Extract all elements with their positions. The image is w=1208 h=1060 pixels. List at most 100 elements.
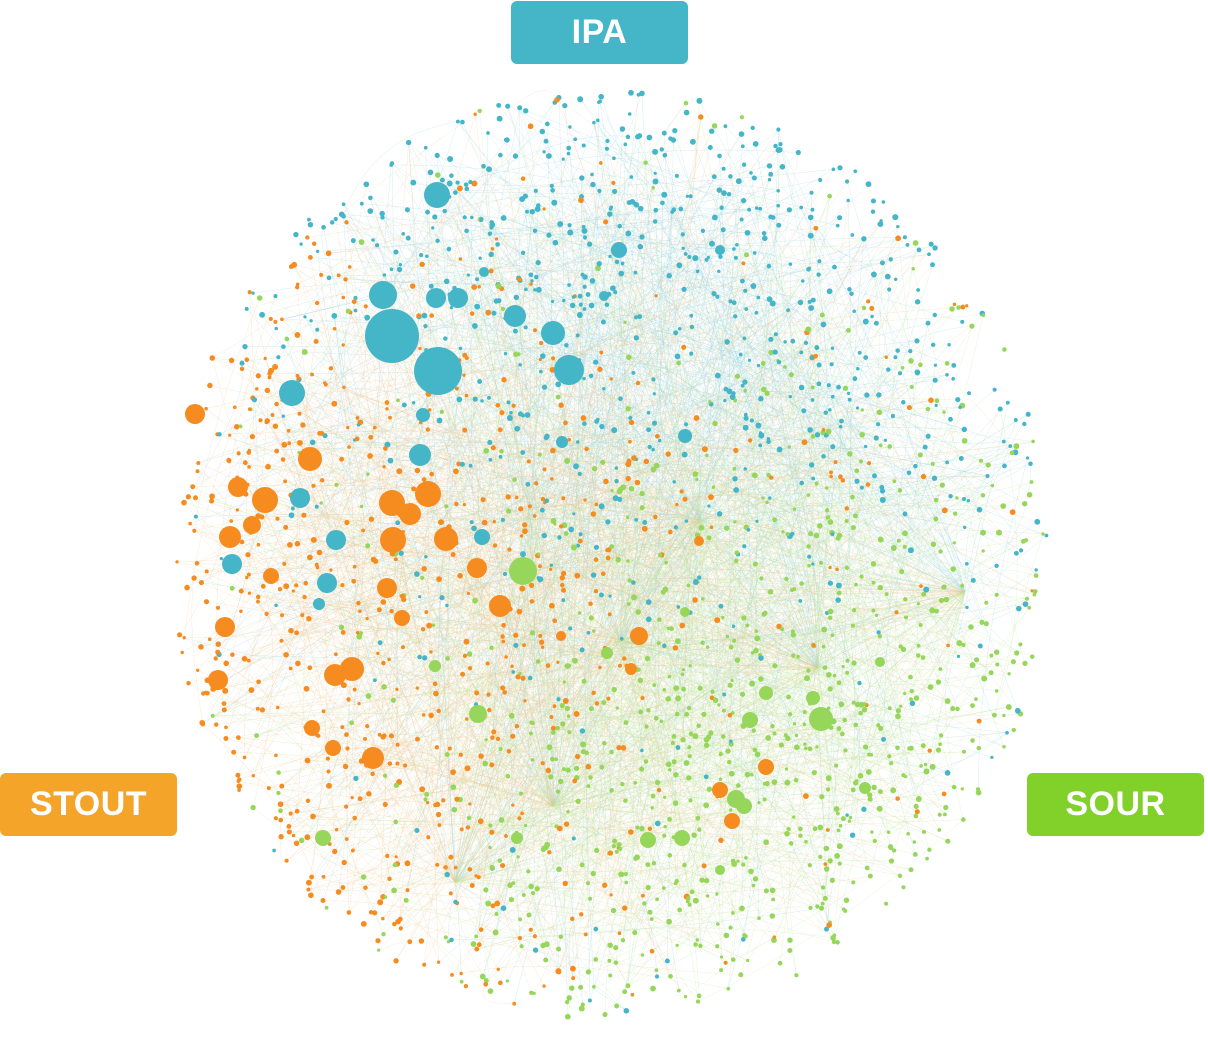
network-node bbox=[632, 930, 638, 936]
network-node bbox=[341, 213, 346, 219]
hub-node-ipa bbox=[474, 529, 490, 545]
network-node bbox=[382, 446, 388, 451]
network-node bbox=[385, 407, 389, 411]
network-node bbox=[738, 972, 744, 978]
network-node bbox=[511, 881, 516, 886]
network-node bbox=[884, 273, 891, 280]
network-node bbox=[818, 854, 823, 860]
network-node bbox=[664, 560, 668, 565]
network-node bbox=[777, 960, 783, 966]
network-node bbox=[567, 223, 572, 228]
network-node bbox=[480, 497, 486, 503]
network-node bbox=[597, 188, 602, 194]
network-node bbox=[299, 242, 303, 246]
network-node bbox=[245, 552, 251, 558]
network-node bbox=[396, 468, 403, 475]
network-node bbox=[711, 123, 718, 129]
network-node bbox=[684, 422, 689, 427]
network-node bbox=[798, 384, 805, 391]
network-node bbox=[528, 272, 534, 278]
network-node bbox=[287, 441, 292, 446]
network-node bbox=[370, 771, 375, 777]
network-node bbox=[676, 605, 681, 609]
network-node bbox=[442, 208, 447, 214]
network-node bbox=[560, 587, 567, 593]
network-node bbox=[485, 309, 492, 316]
network-node bbox=[649, 948, 655, 954]
network-node bbox=[811, 643, 816, 648]
network-node bbox=[420, 627, 426, 632]
network-node bbox=[951, 377, 955, 381]
network-node bbox=[877, 536, 884, 543]
network-node bbox=[751, 883, 756, 888]
network-node bbox=[446, 246, 452, 252]
network-node bbox=[970, 738, 975, 743]
network-node bbox=[1005, 400, 1010, 405]
network-node bbox=[699, 877, 705, 883]
network-node bbox=[680, 232, 685, 237]
network-node bbox=[465, 825, 471, 830]
network-node bbox=[233, 424, 240, 430]
network-node bbox=[908, 348, 913, 354]
network-node bbox=[359, 201, 364, 206]
network-node bbox=[779, 626, 785, 632]
network-node bbox=[645, 884, 651, 891]
network-node bbox=[580, 272, 585, 277]
network-node bbox=[637, 205, 644, 212]
network-node bbox=[487, 988, 494, 994]
network-node bbox=[633, 780, 638, 785]
network-node bbox=[900, 366, 905, 370]
network-node bbox=[923, 762, 928, 767]
network-node bbox=[567, 730, 572, 735]
network-node bbox=[975, 787, 981, 792]
network-node bbox=[380, 215, 385, 220]
network-node bbox=[981, 675, 988, 682]
network-node bbox=[619, 126, 626, 132]
network-node bbox=[625, 230, 632, 237]
network-node bbox=[637, 243, 644, 250]
network-node bbox=[890, 545, 897, 551]
network-node bbox=[653, 171, 657, 175]
network-node bbox=[592, 984, 596, 989]
network-node bbox=[506, 508, 512, 514]
network-node bbox=[294, 630, 300, 636]
network-node bbox=[419, 261, 425, 268]
network-node bbox=[835, 582, 842, 589]
network-node bbox=[389, 608, 394, 614]
network-node bbox=[294, 808, 300, 814]
network-node bbox=[827, 858, 833, 864]
network-node bbox=[895, 713, 901, 720]
network-node bbox=[586, 631, 591, 635]
network-node bbox=[913, 813, 919, 819]
network-node bbox=[609, 787, 614, 793]
network-node bbox=[696, 993, 702, 999]
network-node bbox=[728, 644, 734, 650]
network-node bbox=[305, 798, 311, 804]
network-node bbox=[485, 661, 490, 666]
network-node bbox=[568, 526, 575, 533]
network-node bbox=[651, 185, 655, 190]
network-node bbox=[589, 278, 596, 284]
network-node bbox=[534, 481, 539, 486]
network-node bbox=[827, 193, 832, 199]
network-node bbox=[811, 476, 816, 481]
network-node bbox=[332, 848, 338, 855]
network-node bbox=[549, 366, 556, 373]
network-node bbox=[1024, 596, 1030, 601]
hub-node-ipa bbox=[599, 291, 609, 301]
hub-node-sour bbox=[715, 865, 725, 875]
network-node bbox=[823, 862, 828, 866]
network-node bbox=[410, 179, 417, 186]
network-node bbox=[960, 583, 965, 588]
network-node bbox=[526, 912, 532, 918]
network-node bbox=[568, 125, 572, 129]
network-node bbox=[566, 810, 570, 814]
network-node bbox=[823, 866, 830, 872]
network-node bbox=[952, 541, 956, 545]
network-node bbox=[236, 783, 243, 790]
network-node bbox=[575, 333, 580, 338]
network-node bbox=[718, 837, 724, 844]
network-node bbox=[358, 631, 363, 636]
network-node bbox=[541, 532, 548, 539]
network-node bbox=[623, 871, 628, 877]
